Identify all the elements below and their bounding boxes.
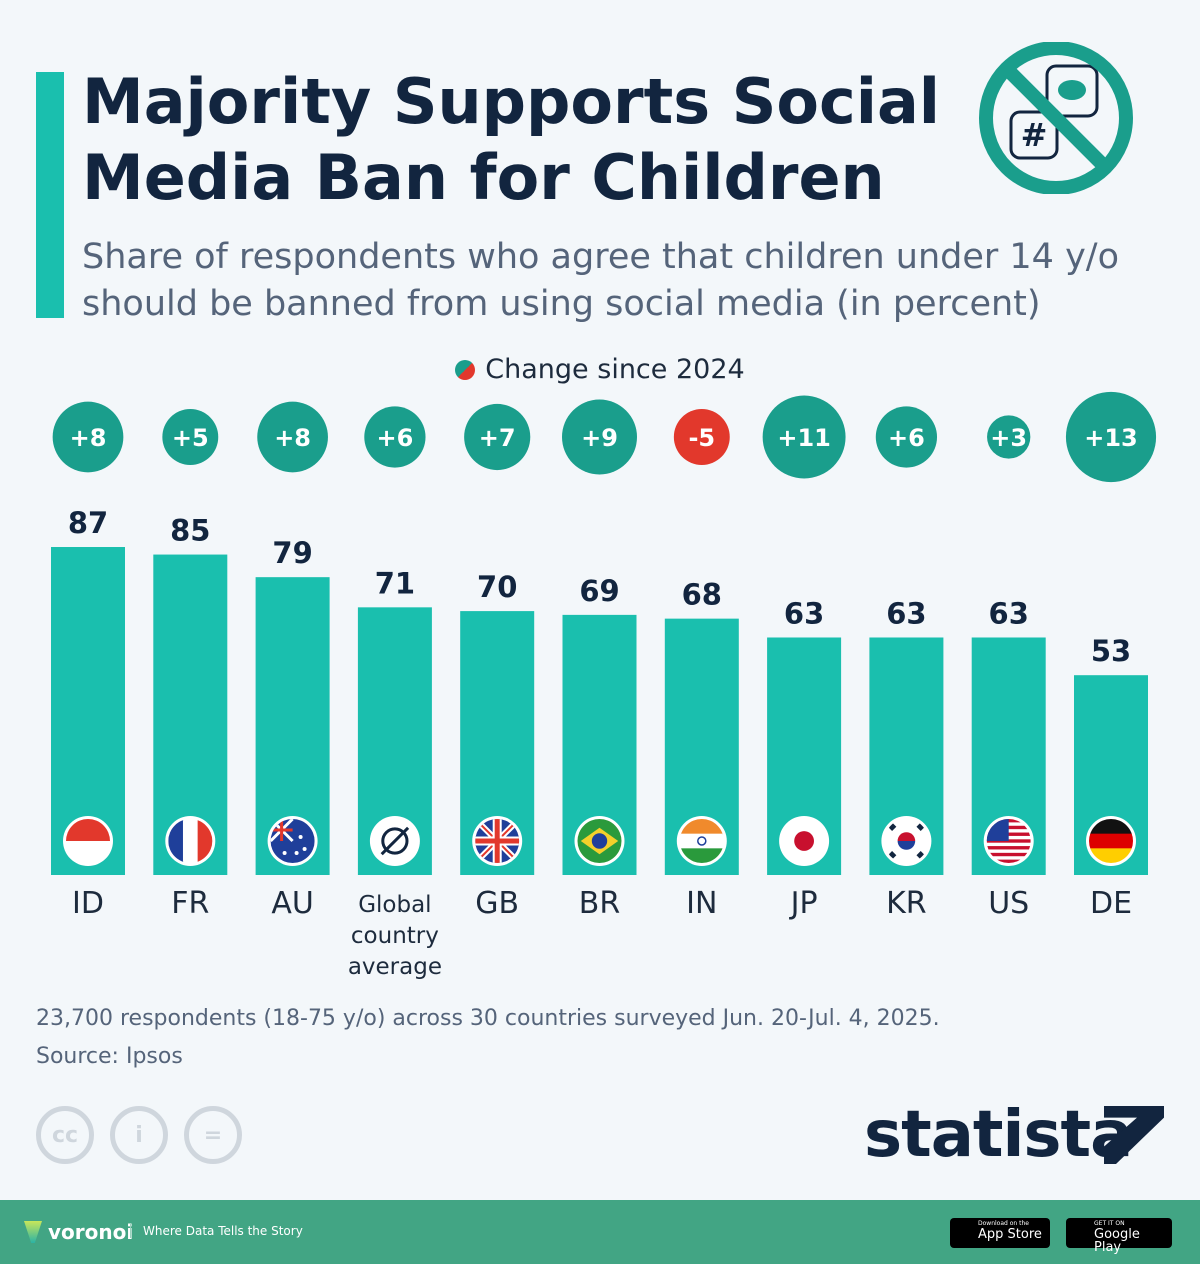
category-label: country: [351, 923, 439, 949]
statista-logo: statista: [864, 1098, 1133, 1172]
category-label: IN: [686, 886, 717, 921]
value-label: 79: [272, 536, 312, 570]
voronoi-icon: [24, 1221, 42, 1243]
category-label: GB: [475, 886, 519, 921]
footnote: 23,700 respondents (18-75 y/o) across 30…: [36, 1000, 940, 1076]
no-derivatives-icon: =: [184, 1106, 242, 1164]
flag-germany-icon: [1086, 816, 1136, 866]
change-label: +7: [479, 424, 516, 452]
flag-south-korea-icon: [881, 816, 932, 866]
change-bubble: [562, 399, 637, 475]
footer: voronoi Where Data Tells the Story Downl…: [0, 1200, 1200, 1264]
flag-usa-icon: [983, 816, 1034, 866]
change-label: +8: [70, 424, 107, 452]
change-bubble: [673, 409, 730, 465]
change-bubble: [987, 415, 1031, 459]
change-label: +8: [274, 424, 311, 452]
change-bubble: [162, 409, 219, 465]
google-play-label: Google Play: [1094, 1227, 1140, 1255]
flag-indonesia-icon: [63, 816, 113, 866]
category-label: ID: [72, 886, 104, 921]
value-label: 63: [784, 596, 824, 630]
change-bubble: [257, 401, 328, 473]
voronoi-logo[interactable]: voronoi: [24, 1220, 133, 1244]
tagline: Where Data Tells the Story: [130, 1224, 303, 1238]
bar-chart: 87 +8 ID 85 +5 FR 79 +8 AU 71 +6 Global country avera…: [51, 391, 1157, 980]
footnote-text: 23,700 respondents (18-75 y/o) across 30…: [36, 1006, 940, 1031]
license-icons: cc i =: [36, 1106, 242, 1164]
value-label: 68: [682, 578, 722, 612]
change-bubble: [875, 406, 938, 468]
category-label: BR: [579, 886, 620, 921]
change-label: +3: [990, 424, 1027, 452]
chart-title: Majority Supports Social Media Ban for C…: [82, 65, 941, 214]
value-label: 71: [375, 566, 415, 600]
flag-brazil-icon: [574, 816, 625, 866]
category-label: Global: [358, 892, 431, 918]
svg-text:#: #: [1021, 116, 1048, 154]
change-label: +9: [581, 424, 618, 452]
attribution-icon: i: [110, 1106, 168, 1164]
google-play-button[interactable]: GET IT ON Google Play: [1066, 1218, 1172, 1254]
no-social-media-icon: #: [979, 42, 1133, 194]
change-label: +5: [172, 424, 209, 452]
change-bubble: [762, 395, 846, 479]
legend: Change since 2024: [0, 354, 1200, 385]
value-label: 69: [579, 574, 619, 608]
legend-swatch: [455, 360, 476, 380]
flag-india-icon: [676, 816, 727, 866]
category-label: AU: [271, 886, 313, 921]
value-label: 63: [989, 596, 1029, 630]
change-label: -5: [688, 424, 715, 452]
voronoi-name: voronoi: [48, 1220, 134, 1244]
category-label: JP: [789, 886, 818, 921]
flag-australia-icon: [267, 816, 318, 866]
change-label: +6: [888, 424, 925, 452]
app-store-small: Download on the: [978, 1220, 1029, 1227]
accent-bar: [36, 72, 64, 318]
category-label: DE: [1090, 886, 1132, 921]
category-label: US: [988, 886, 1029, 921]
value-label: 85: [170, 514, 210, 548]
flag-japan-icon: [779, 816, 830, 866]
change-label: +6: [376, 424, 413, 452]
category-label: KR: [886, 886, 927, 921]
cc-icon: cc: [36, 1106, 94, 1164]
global-average-icon-icon: [369, 816, 420, 866]
legend-label: Change since 2024: [485, 354, 745, 385]
flag-france-icon: [165, 816, 216, 866]
app-store-label: App Store: [978, 1227, 1042, 1242]
value-label: 63: [886, 596, 926, 630]
change-label: +11: [777, 424, 831, 452]
category-label: FR: [171, 886, 209, 921]
source: Source: Ipsos: [36, 1044, 183, 1069]
value-label: 87: [68, 506, 108, 540]
category-label: average: [348, 954, 442, 980]
change-bubble: [464, 403, 531, 471]
value-label: 70: [477, 570, 517, 604]
google-play-small: GET IT ON: [1094, 1220, 1125, 1227]
change-bubble: [1065, 391, 1157, 483]
change-bubble: [364, 406, 426, 468]
app-store-button[interactable]: Download on the App Store: [950, 1218, 1050, 1248]
change-label: +13: [1084, 424, 1138, 452]
flag-uk-icon: [472, 816, 523, 866]
change-bubble: [52, 401, 124, 473]
value-label: 53: [1091, 634, 1131, 668]
chart-subtitle: Share of respondents who agree that chil…: [82, 237, 1119, 324]
